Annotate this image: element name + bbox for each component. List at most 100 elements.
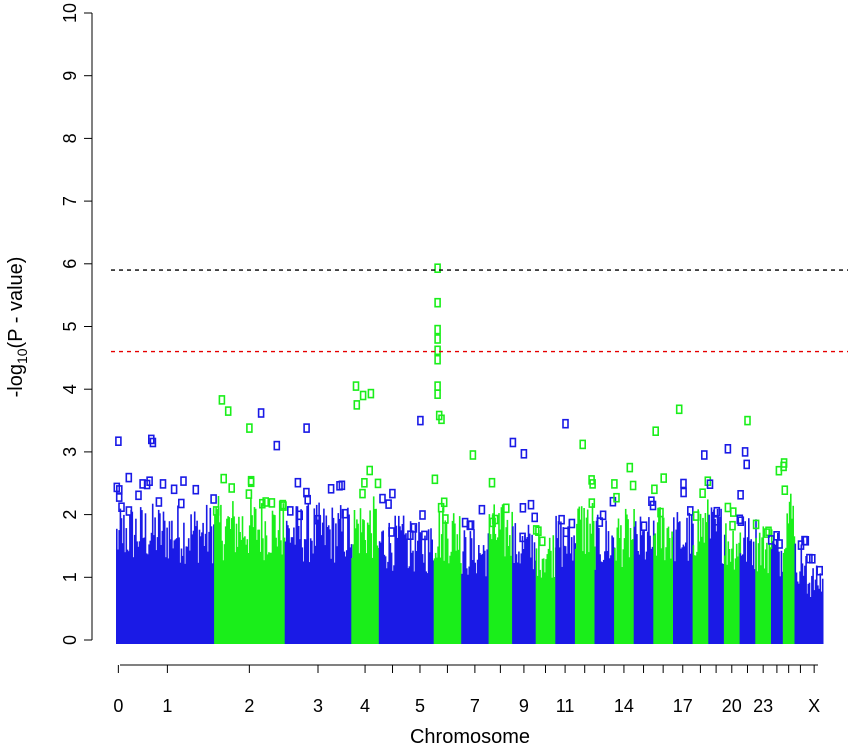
snp-column [482,545,485,644]
snp-point [247,477,255,488]
snp-column [450,551,453,644]
snp-column [364,540,367,644]
snp-column [464,537,467,644]
snp-column [234,552,237,644]
snp-column [293,527,295,644]
snp-column [779,576,781,644]
snp-column [318,502,320,644]
snp-column [638,554,641,644]
snp-column [389,543,392,644]
snp-point [170,484,178,495]
snp-column [728,549,731,644]
snp-column [569,553,572,644]
snp-column [147,554,149,644]
snp-column [207,551,209,644]
snp-column [472,560,474,644]
snp-column [199,536,202,644]
snp-column [515,554,518,644]
snp-column [327,525,330,644]
snp-column [463,530,466,644]
snp-column [501,504,504,644]
snp-column [221,540,223,644]
snp-column [688,512,691,644]
snp-point [478,504,486,515]
snp-column [160,545,162,644]
snp-column [474,562,476,644]
snp-column [788,501,791,644]
snp-point [258,498,266,509]
threshold-lines [111,269,848,353]
snp-column [715,531,718,644]
snp-column [331,507,334,644]
y-tick-label: 9 [60,71,80,81]
snp-column [437,546,439,644]
snp-column [153,535,155,644]
snp-column [195,526,197,644]
snp-column [460,563,462,644]
snp-column [507,546,510,644]
snp-column [452,513,455,644]
snp-column [526,537,529,644]
chromosome-band [692,476,712,644]
snp-column [213,524,215,644]
snp-column [594,569,597,644]
snp-column [794,543,797,644]
snp-column [354,528,357,644]
snp-column [487,533,490,644]
snp-column [645,551,648,644]
snp-column [381,531,383,644]
snp-column [621,567,623,644]
snp-column [301,547,304,644]
snp-column [808,582,811,644]
snp-column [665,547,667,644]
chromosome-band [736,489,757,644]
snp-column [311,540,313,644]
chromosome-band [706,479,726,644]
snp-column [333,562,336,644]
snp-column [817,585,819,644]
snp-column [584,553,587,644]
snp-column [300,509,302,644]
snp-column [178,537,180,644]
y-axis-label-subscript: 10 [14,348,30,364]
snp-column [455,550,457,644]
snp-point [440,497,448,508]
x-tick-label: 14 [614,696,634,716]
snp-column [604,551,606,644]
snp-column [230,518,233,644]
snp-point-peak [438,414,445,425]
snp-point [294,477,302,488]
snp-column [563,545,566,644]
snp-point [296,510,304,521]
snp-column [726,564,728,644]
snp-column [530,557,532,644]
snp-column [541,558,544,644]
snp-point [816,565,824,576]
snp-column [743,537,745,644]
snp-column [608,558,611,644]
snp-column [595,520,598,644]
snp-column [591,503,594,644]
snp-column [589,523,591,644]
snp-column [421,554,424,644]
snp-column [768,543,771,644]
snp-column [436,557,438,644]
snp-point-peak [353,400,361,410]
snp-point [421,530,428,541]
snp-column [156,537,159,644]
snp-column [320,535,323,644]
snp-column [679,521,681,644]
snp-column [458,516,461,644]
snp-column [356,519,358,644]
snp-column [246,539,249,644]
snp-point [588,498,596,508]
snp-column [278,500,281,644]
snp-column [228,517,231,644]
snp-point [304,494,312,505]
snp-column [123,514,125,644]
snp-column [806,593,808,644]
snp-column [208,531,210,644]
snp-column [342,509,344,644]
snp-column [818,588,820,644]
snp-column [184,563,186,644]
